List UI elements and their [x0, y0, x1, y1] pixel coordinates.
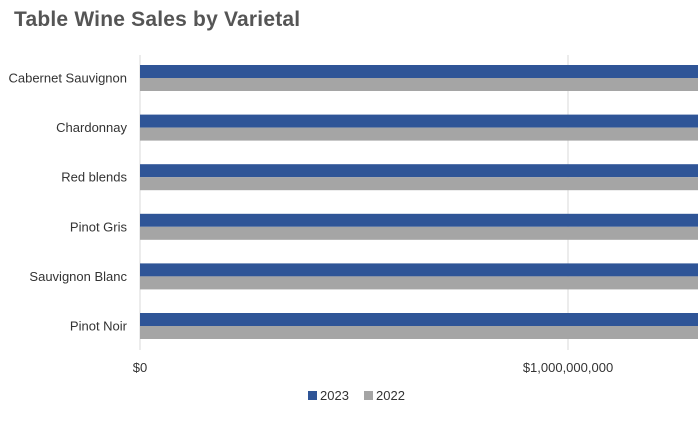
bars	[140, 65, 698, 339]
category-label: Pinot Noir	[70, 319, 128, 334]
bar-2022	[140, 127, 698, 141]
bar-2022	[140, 226, 698, 240]
category-label: Chardonnay	[56, 120, 127, 135]
category-label: Cabernet Sauvignon	[8, 71, 127, 86]
legend-label: 2023	[320, 388, 349, 403]
bar-2023	[140, 263, 698, 277]
category-label: Red blends	[61, 170, 127, 185]
legend: 2023 2022	[308, 388, 405, 403]
legend-swatch-2023	[308, 391, 317, 400]
bar-2022	[140, 326, 698, 339]
bar-2023	[140, 65, 698, 78]
gridlines	[139, 55, 569, 350]
bar-2022	[140, 78, 698, 91]
legend-label: 2022	[376, 388, 405, 403]
chart-title: Table Wine Sales by Varietal	[14, 8, 301, 31]
category-label: Pinot Gris	[70, 219, 128, 234]
bar-2022	[140, 177, 698, 191]
x-axis-ticks: $0$1,000,000,000$2,000,000,000$3,000,000…	[133, 360, 613, 375]
bar-2023	[140, 213, 698, 227]
legend-swatch-2022	[364, 391, 373, 400]
category-label: Sauvignon Blanc	[29, 269, 127, 284]
x-tick-label: $1,000,000,000	[523, 360, 613, 375]
x-tick-label: $0	[133, 360, 147, 375]
bar-2023	[140, 164, 698, 178]
category-labels: Cabernet Sauvignon Chardonnay Red blends Pi…	[8, 71, 127, 334]
bar-2023	[140, 114, 698, 128]
bar-2023	[140, 313, 698, 326]
bar-2022	[140, 276, 698, 290]
